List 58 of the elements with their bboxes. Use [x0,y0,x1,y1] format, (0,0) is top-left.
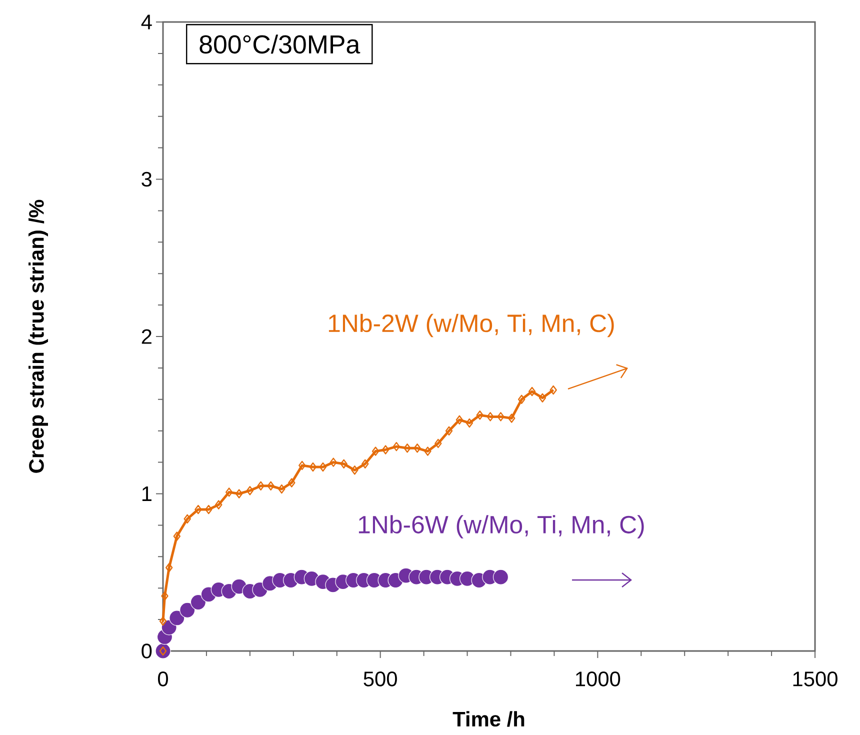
point [528,386,536,396]
point [161,591,168,601]
point [492,569,509,585]
point [340,459,348,468]
point [414,444,421,453]
point [319,462,327,472]
y-tick-label: 1 [142,486,152,501]
point [518,394,526,404]
text: 1Nb-2W (w/Mo, Ti, Mn, C) [328,314,614,338]
point [246,486,254,496]
x-tick-label: 1500 [793,672,838,686]
point [159,616,167,626]
point [392,442,400,452]
point [267,481,274,490]
point [288,478,296,488]
point [434,438,442,448]
point [278,484,286,494]
y-axis-title: Creep strain (true strian) /% [28,200,48,473]
point [165,563,173,572]
point [205,504,212,514]
point [424,446,432,456]
point [456,415,464,424]
point [225,488,233,497]
point [215,500,222,510]
y-tick-label: 0 [142,644,152,658]
point [257,481,264,490]
point [550,385,557,395]
point [362,459,369,468]
point [330,458,337,467]
y-tick-label: 2 [142,329,152,344]
x-tick-label: 1000 [576,672,620,686]
x-tick-label: 0 [158,672,168,686]
chart-title: 800°C/30MPa [200,34,360,54]
point [372,446,380,456]
y-tick-label: 4 [141,14,152,30]
point [180,602,196,618]
point [235,489,243,498]
point [508,414,516,423]
point [486,412,494,422]
point [173,532,181,541]
point [382,445,390,454]
point [351,466,358,475]
point [190,594,206,610]
point [445,426,453,436]
point [184,514,191,524]
point [194,504,202,514]
point [538,393,546,402]
point [476,410,484,420]
x-axis-title: Time /h [452,711,524,727]
point [404,444,411,453]
point [497,412,504,422]
y-tick-label: 3 [142,172,152,187]
point [169,610,185,626]
point [298,460,306,470]
point [466,418,474,428]
point [309,462,317,472]
x-tick-label: 500 [364,672,397,686]
series-label: 1Nb-6W (w/Mo, Ti, Mn, C) [358,515,644,538]
